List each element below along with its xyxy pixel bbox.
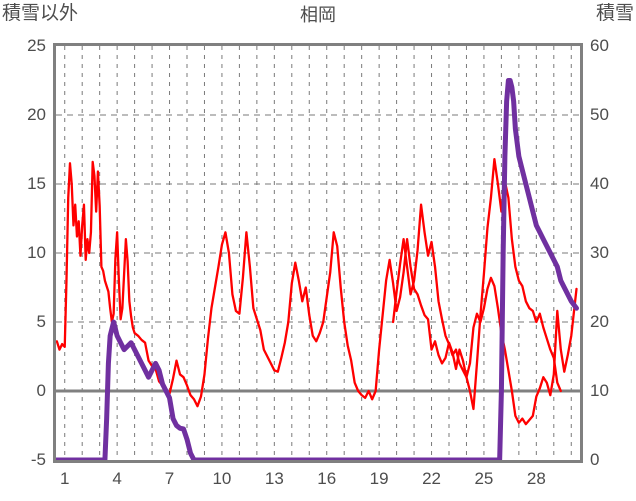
y-axis-left-tick: -5	[30, 450, 46, 469]
right-axis-title: 積雪	[595, 3, 634, 24]
x-axis-tick: 22	[422, 469, 441, 488]
x-axis-tick: 1	[59, 469, 70, 488]
y-axis-left-tick: 0	[36, 381, 46, 400]
y-axis-right-tick: 50	[590, 105, 609, 124]
x-axis-tick: 4	[112, 469, 122, 488]
left-axis-title: 積雪以外	[2, 3, 79, 24]
x-axis-tick: 16	[317, 469, 337, 488]
y-axis-left-tick: 10	[27, 243, 46, 262]
series-snow	[56, 78, 580, 460]
x-axis-tick: 25	[474, 469, 494, 488]
y-axis-left-tick: 15	[27, 174, 46, 193]
y-axis-left-tick: 20	[27, 105, 46, 124]
plot-inner	[56, 46, 586, 466]
x-axis-tick: 28	[526, 469, 546, 488]
y-axis-left-tick: 5	[36, 312, 46, 331]
x-axis-tick: 19	[369, 469, 389, 488]
chart-title: 相岡	[300, 5, 336, 25]
x-axis-tick: 10	[212, 469, 232, 488]
y-axis-right-tick: 20	[590, 312, 609, 331]
plot-area	[53, 43, 583, 463]
y-axis-right-tick: 0	[590, 450, 600, 469]
x-axis-tick: 13	[264, 469, 284, 488]
series-canvas	[56, 46, 580, 460]
y-axis-right-tick: 10	[590, 381, 609, 400]
y-axis-left-tick: 25	[27, 36, 46, 55]
y-axis-right-tick: 30	[590, 243, 609, 262]
y-axis-right-tick: 60	[590, 36, 609, 55]
series-temperature	[56, 158, 562, 411]
series-temperature	[391, 203, 578, 426]
x-axis-tick: 7	[164, 469, 175, 488]
y-axis-right-tick: 40	[590, 174, 609, 193]
